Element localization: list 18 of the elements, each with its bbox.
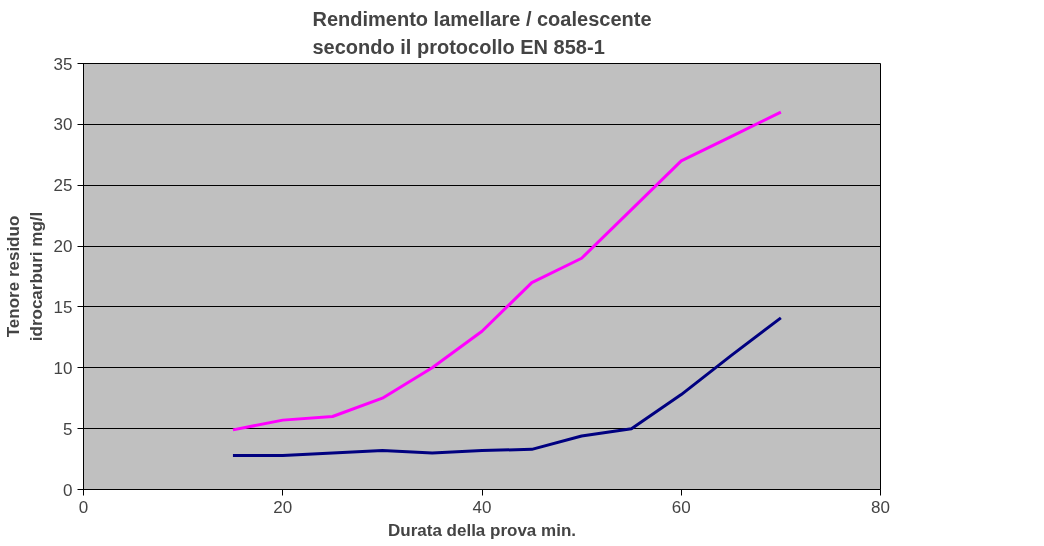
x-tick-label: 20 (273, 497, 293, 517)
y-tick-label: 0 (63, 480, 73, 500)
y-axis-title: Tenore residuo idrocarburi mg/l (3, 211, 46, 342)
x-tick-label: 60 (671, 497, 691, 517)
x-axis-title: Durata della prova min. (388, 520, 576, 540)
y-tick-label: 25 (53, 176, 73, 196)
y-tick-label: 15 (53, 297, 73, 317)
y-tick-label: 20 (53, 237, 73, 257)
line-series (231, 110, 783, 432)
y-tick-label: 35 (53, 54, 73, 74)
chart-title: Rendimento lamellare / coalescente secondo il protocollo EN 858-1 (312, 7, 652, 59)
x-tick-label: 40 (472, 497, 492, 517)
x-tick-label: 80 (871, 497, 890, 517)
y-tick-label: 5 (63, 419, 73, 439)
line-series (231, 316, 783, 457)
y-tick-label: 30 (53, 115, 73, 135)
y-tick-label: 10 (53, 358, 73, 378)
x-tick-label: 0 (78, 497, 89, 517)
